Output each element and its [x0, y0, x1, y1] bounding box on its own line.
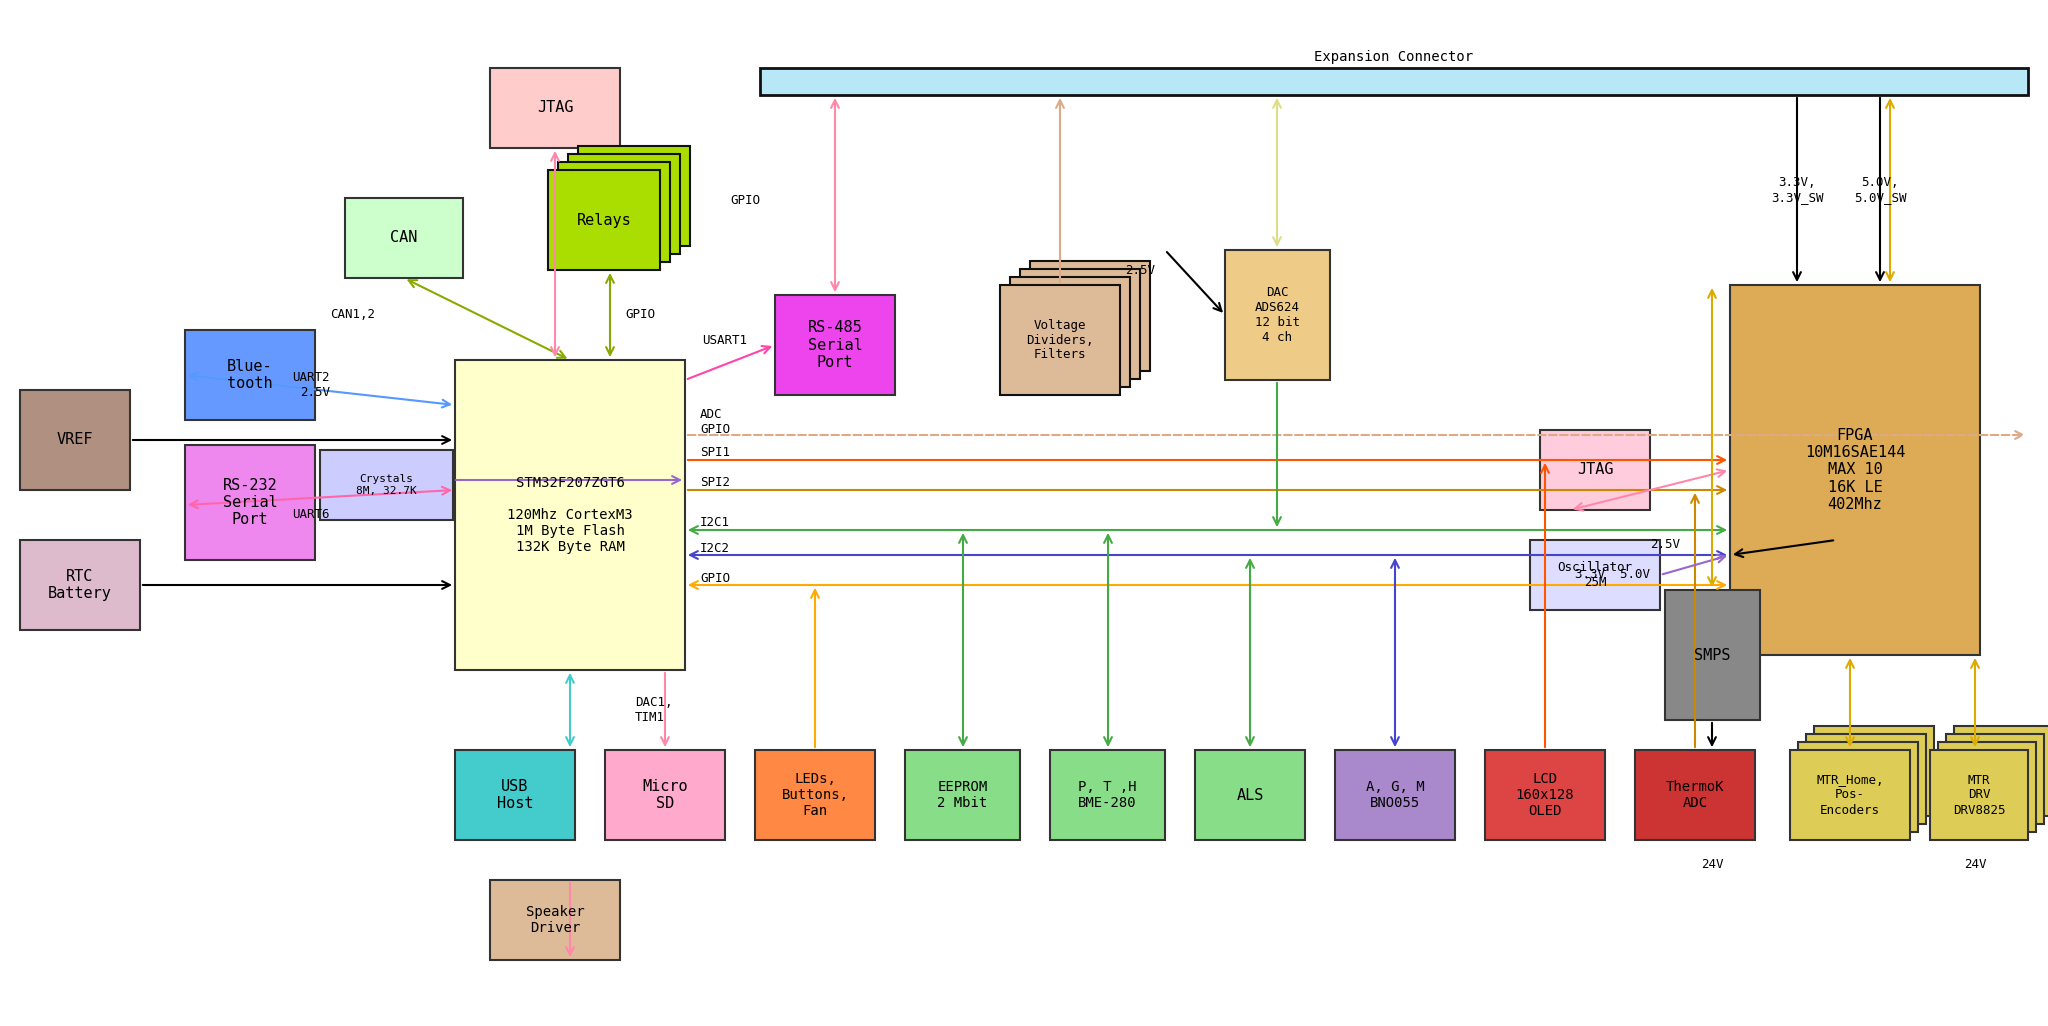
- Bar: [20, 540, 139, 630]
- Bar: [1010, 277, 1130, 387]
- Bar: [557, 162, 670, 262]
- Text: MTR
DRV
DRV8825: MTR DRV DRV8825: [1952, 774, 2005, 817]
- Bar: [1790, 750, 1911, 840]
- Text: Voltage
Dividers,
Filters: Voltage Dividers, Filters: [1026, 318, 1094, 361]
- Text: 24V: 24V: [1964, 859, 1987, 871]
- Text: RS-485
Serial
Port: RS-485 Serial Port: [807, 320, 862, 370]
- Text: STM32F207ZGT6

120Mhz CortexM3
1M Byte Flash
132K Byte RAM: STM32F207ZGT6 120Mhz CortexM3 1M Byte Fl…: [508, 476, 633, 554]
- Text: 2.5V: 2.5V: [1124, 264, 1155, 276]
- Bar: [1225, 250, 1329, 380]
- Bar: [1634, 750, 1755, 840]
- Text: Oscillator
25M: Oscillator 25M: [1556, 561, 1632, 589]
- Text: SMPS: SMPS: [1694, 647, 1731, 663]
- Bar: [344, 198, 463, 278]
- Bar: [1665, 590, 1759, 720]
- Text: GPIO: GPIO: [729, 194, 760, 206]
- Bar: [1530, 540, 1661, 610]
- Text: 24V: 24V: [1700, 859, 1722, 871]
- Text: JTAG: JTAG: [1577, 463, 1614, 477]
- Text: VREF: VREF: [57, 433, 94, 447]
- Text: I2C2: I2C2: [700, 542, 729, 554]
- Text: DAC
ADS624
12 bit
4 ch: DAC ADS624 12 bit 4 ch: [1255, 286, 1300, 344]
- Bar: [1954, 726, 2048, 816]
- Bar: [1335, 750, 1454, 840]
- Text: MTR_Home,
Pos-
Encoders: MTR_Home, Pos- Encoders: [1817, 774, 1884, 817]
- Text: Relays: Relays: [578, 212, 631, 228]
- Bar: [1937, 742, 2036, 832]
- Text: ThermoK
ADC: ThermoK ADC: [1665, 780, 1724, 811]
- Text: 3.3V  5.0V: 3.3V 5.0V: [1575, 568, 1651, 582]
- Text: CAN: CAN: [391, 231, 418, 245]
- Text: I2C1: I2C1: [700, 515, 729, 528]
- Text: Expansion Connector: Expansion Connector: [1315, 50, 1475, 64]
- Bar: [319, 450, 453, 520]
- Text: CAN1,2: CAN1,2: [330, 309, 375, 321]
- Bar: [578, 146, 690, 246]
- Bar: [489, 68, 621, 148]
- Text: P, T ,H
BME-280: P, T ,H BME-280: [1077, 780, 1137, 811]
- Text: LCD
160x128
OLED: LCD 160x128 OLED: [1516, 772, 1575, 818]
- Text: USART1: USART1: [702, 333, 748, 347]
- Bar: [756, 750, 874, 840]
- Text: GPIO: GPIO: [700, 571, 729, 585]
- Text: A, G, M
BNO055: A, G, M BNO055: [1366, 780, 1423, 811]
- Text: ALS: ALS: [1237, 788, 1264, 802]
- Text: GPIO: GPIO: [625, 309, 655, 321]
- Bar: [760, 68, 2028, 95]
- Text: JTAG: JTAG: [537, 101, 573, 116]
- Bar: [1929, 750, 2028, 840]
- Bar: [567, 154, 680, 254]
- Bar: [1798, 742, 1919, 832]
- Text: UART6: UART6: [293, 509, 330, 521]
- Bar: [184, 445, 315, 560]
- Bar: [489, 880, 621, 960]
- Text: ADC
GPIO: ADC GPIO: [700, 408, 729, 436]
- Bar: [455, 750, 575, 840]
- Text: RS-232
Serial
Port: RS-232 Serial Port: [223, 477, 276, 527]
- Bar: [549, 170, 659, 270]
- Bar: [1020, 269, 1141, 379]
- Bar: [999, 285, 1120, 395]
- Bar: [184, 330, 315, 420]
- Bar: [774, 295, 895, 395]
- Bar: [604, 750, 725, 840]
- Text: 5.0V,
5.0V_SW: 5.0V, 5.0V_SW: [1853, 176, 1907, 204]
- Text: Micro
SD: Micro SD: [643, 779, 688, 812]
- Bar: [20, 390, 129, 490]
- Text: Crystals
8M, 32.7K: Crystals 8M, 32.7K: [356, 474, 418, 496]
- Bar: [905, 750, 1020, 840]
- Bar: [1806, 734, 1925, 824]
- Text: EEPROM
2 Mbit: EEPROM 2 Mbit: [938, 780, 987, 811]
- Bar: [1540, 430, 1651, 510]
- Bar: [1485, 750, 1606, 840]
- Bar: [1815, 726, 1933, 816]
- Text: DAC1,
TIM1: DAC1, TIM1: [635, 696, 672, 724]
- Text: RTC
Battery: RTC Battery: [47, 568, 113, 601]
- Text: Blue-
tooth: Blue- tooth: [227, 359, 272, 391]
- Text: 3.3V,
3.3V_SW: 3.3V, 3.3V_SW: [1772, 176, 1823, 204]
- Text: UART2
2.5V: UART2 2.5V: [293, 371, 330, 399]
- Bar: [1194, 750, 1305, 840]
- Text: USB
Host: USB Host: [498, 779, 532, 812]
- Text: SPI1: SPI1: [700, 445, 729, 459]
- Bar: [1030, 261, 1151, 371]
- Text: Speaker
Driver: Speaker Driver: [526, 905, 584, 935]
- Text: SPI2: SPI2: [700, 475, 729, 488]
- Bar: [1946, 734, 2044, 824]
- Text: LEDs,
Buttons,
Fan: LEDs, Buttons, Fan: [782, 772, 848, 818]
- Text: 2.5V: 2.5V: [1651, 539, 1679, 552]
- Text: FPGA
10M16SAE144
MAX 10
16K LE
402Mhz: FPGA 10M16SAE144 MAX 10 16K LE 402Mhz: [1804, 428, 1905, 512]
- Bar: [1051, 750, 1165, 840]
- Bar: [455, 360, 684, 670]
- Bar: [1731, 285, 1980, 655]
